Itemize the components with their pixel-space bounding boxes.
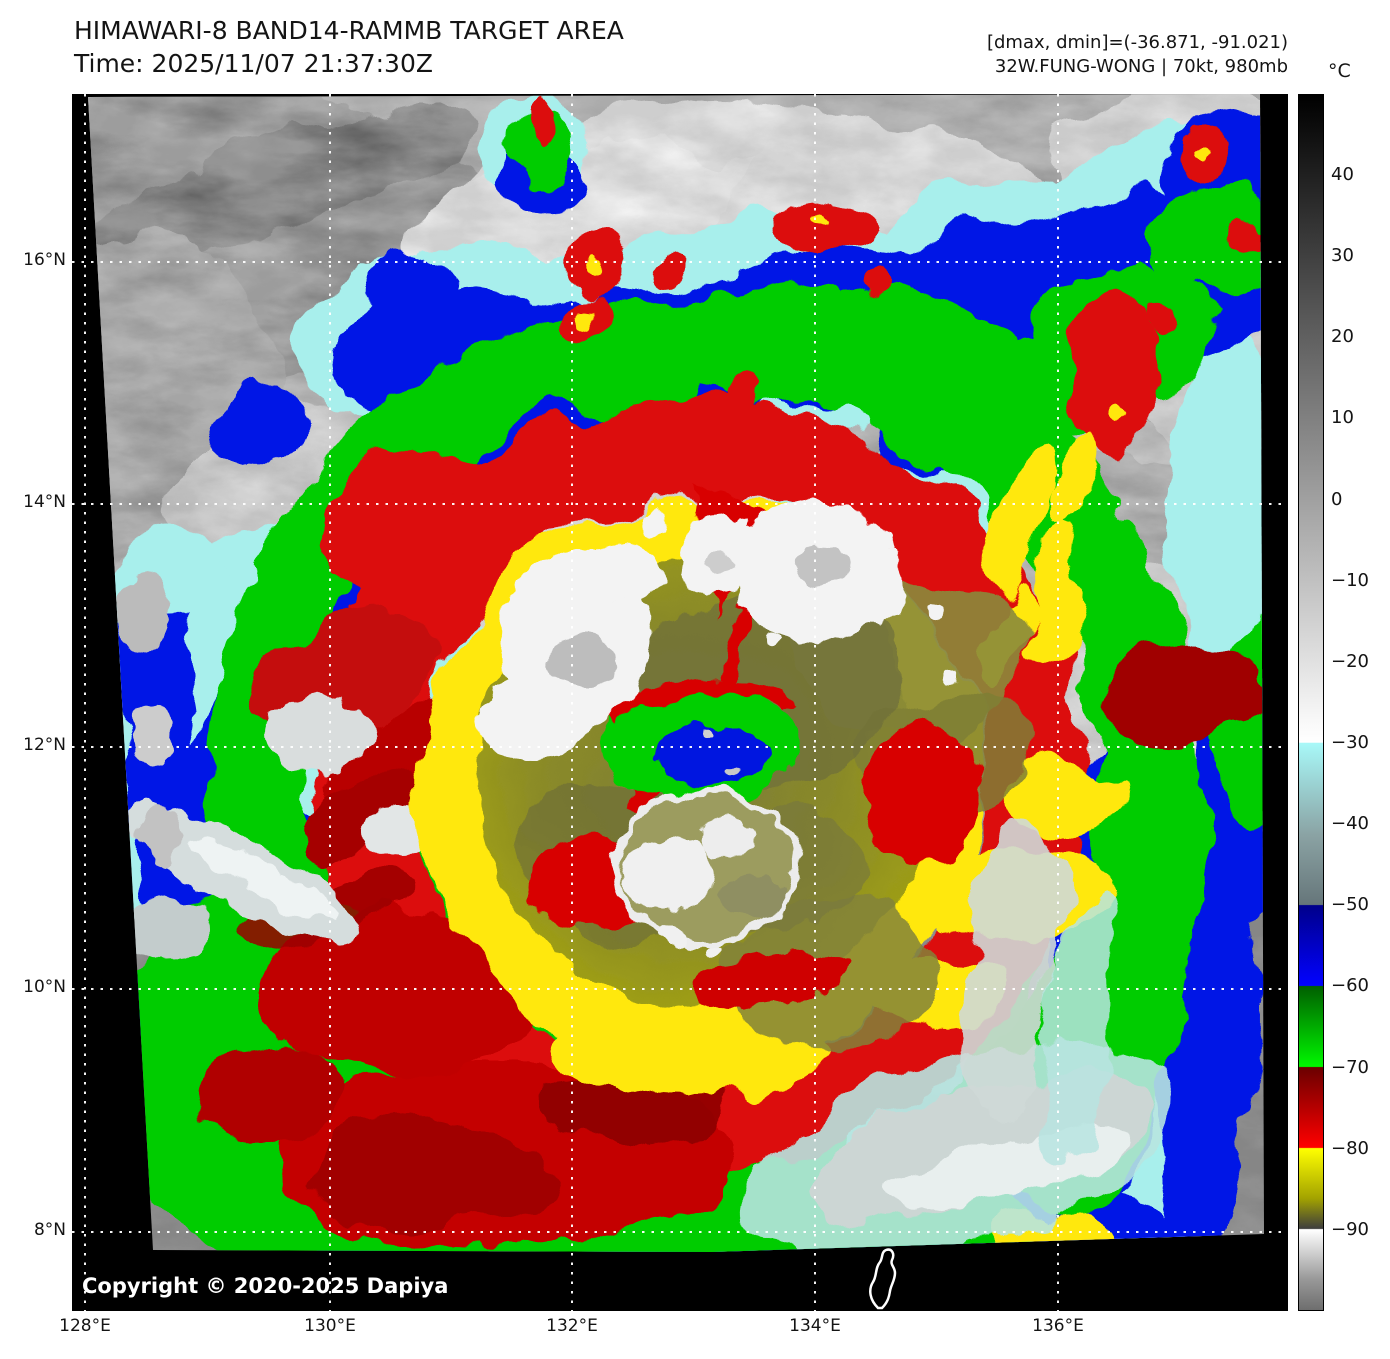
- lat-tick-label: 10°N: [23, 977, 66, 997]
- colorbar-tick-label: 30: [1331, 245, 1354, 266]
- colorbar-tick-label: −50: [1331, 894, 1369, 915]
- coastline-outline: [869, 1248, 897, 1310]
- colorbar-tick-label: −20: [1331, 651, 1369, 672]
- colorbar-tick-label: 10: [1331, 407, 1354, 428]
- temperature-colorbar: [1298, 94, 1324, 1311]
- colorbar-tick-label: −60: [1331, 975, 1369, 996]
- lon-tick-label: 134°E: [789, 1316, 841, 1336]
- colorbar-tick-label: −30: [1331, 732, 1369, 753]
- timestamp: Time: 2025/11/07 21:37:30Z: [74, 49, 433, 78]
- lat-tick-label: 12°N: [23, 735, 66, 755]
- colorbar-tick-label: 20: [1331, 326, 1354, 347]
- colorbar-tick-label: −10: [1331, 570, 1369, 591]
- dmax-dmin-readout: [dmax, dmin]=(-36.871, -91.021): [986, 32, 1288, 53]
- colorbar-tick-label: 0: [1331, 489, 1343, 510]
- satellite-image: [72, 94, 1288, 1311]
- colorbar-tick-label: −80: [1331, 1138, 1369, 1159]
- storm-info: 32W.FUNG-WONG | 70kt, 980mb: [994, 56, 1288, 77]
- colorbar-tick-label: −40: [1331, 813, 1369, 834]
- lat-tick-label: 8°N: [33, 1220, 66, 1240]
- page-title: HIMAWARI-8 BAND14-RAMMB TARGET AREA: [74, 16, 624, 45]
- colorbar-tick-label: −90: [1331, 1219, 1369, 1240]
- lon-tick-label: 128°E: [59, 1316, 111, 1336]
- colorbar-tick-label: −70: [1331, 1057, 1369, 1078]
- lon-tick-label: 130°E: [304, 1316, 356, 1336]
- lon-tick-label: 136°E: [1032, 1316, 1084, 1336]
- lon-tick-label: 132°E: [546, 1316, 598, 1336]
- colorbar-tick-label: 40: [1331, 164, 1354, 185]
- satellite-image-panel: Copyright © 2020-2025 Dapiya: [72, 94, 1288, 1311]
- colorbar-unit-label: °C: [1328, 60, 1351, 82]
- lat-tick-label: 14°N: [23, 492, 66, 512]
- lat-tick-label: 16°N: [23, 250, 66, 270]
- copyright-notice: Copyright © 2020-2025 Dapiya: [82, 1274, 449, 1298]
- gridlines: [72, 94, 1288, 1311]
